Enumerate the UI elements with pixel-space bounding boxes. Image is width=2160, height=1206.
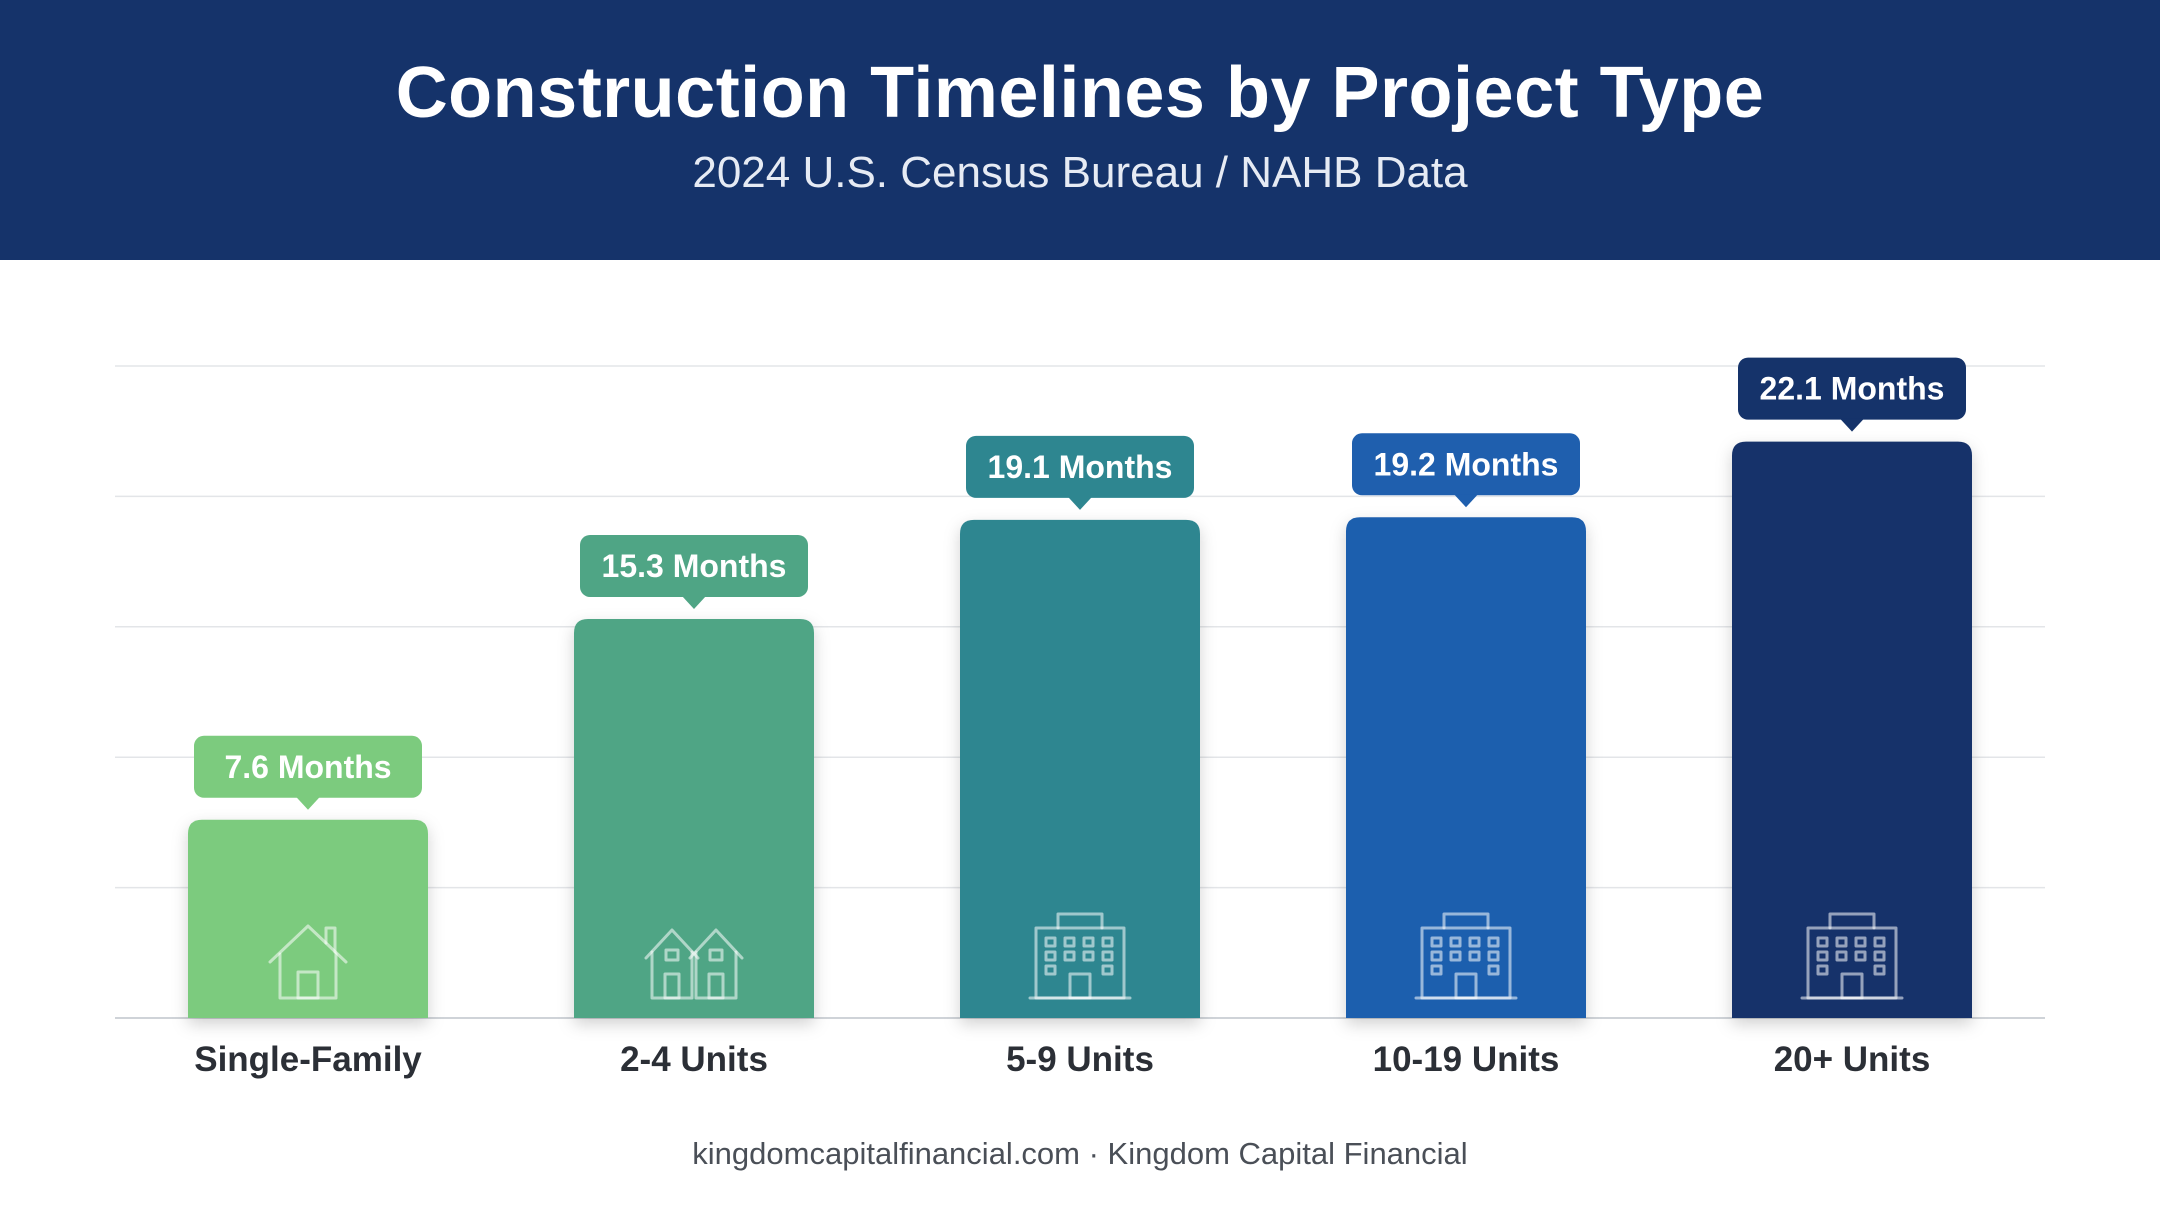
bar	[574, 618, 814, 1018]
bar-group: 15.3 Months 2-4 Units	[574, 534, 814, 1079]
data-label-callout: 19.2 Months	[1352, 433, 1580, 508]
bar-group: 7.6 Months Single-Family	[188, 735, 428, 1079]
bar-chart: 7.6 Months Single-Family 15.3 Months 2-4 Un…	[115, 357, 2045, 1079]
data-label-pointer	[1840, 418, 1864, 432]
data-label-box	[194, 735, 422, 798]
bar	[1346, 517, 1586, 1018]
bar	[1732, 441, 1972, 1018]
bar-group: 19.2 Months 10-19 Units	[1346, 433, 1586, 1079]
bar-group: 19.1 Months 5-9 Units	[960, 435, 1200, 1079]
house-icon	[268, 924, 348, 1000]
data-label-callout: 15.3 Months	[580, 534, 808, 609]
header-banner: Construction Timelines by Project Type 2…	[0, 0, 2160, 260]
x-tick-label: Single-Family	[194, 1040, 422, 1079]
building-icon	[1028, 912, 1132, 1000]
duplex-icon	[644, 928, 744, 1000]
data-label-callout: 19.1 Months	[966, 435, 1194, 510]
x-tick-label: 5-9 Units	[1006, 1040, 1154, 1079]
chart-subtitle: 2024 U.S. Census Bureau / NAHB Data	[692, 148, 1468, 197]
data-label-pointer	[1068, 496, 1092, 510]
data-label-box	[966, 435, 1194, 498]
data-label-box	[580, 534, 808, 597]
x-tick-label: 20+ Units	[1774, 1040, 1931, 1079]
data-label-callout: 7.6 Months	[194, 735, 422, 810]
data-label-pointer	[682, 595, 706, 609]
building-icon	[1800, 912, 1904, 1000]
bar-group: 22.1 Months 20+ Units	[1732, 357, 1972, 1079]
chart-title: Construction Timelines by Project Type	[395, 53, 1765, 133]
bar	[960, 519, 1200, 1018]
x-tick-label: 10-19 Units	[1373, 1040, 1560, 1079]
data-label: 7.6 Months	[224, 749, 391, 785]
data-label: 15.3 Months	[602, 548, 787, 584]
data-label: 19.2 Months	[1374, 446, 1559, 482]
data-label-box	[1738, 357, 1966, 420]
x-tick-label: 2-4 Units	[620, 1040, 768, 1079]
data-label: 22.1 Months	[1760, 371, 1945, 407]
data-label-callout: 22.1 Months	[1738, 357, 1966, 432]
footer-credit: kingdomcapitalfinancial.com · Kingdom Ca…	[692, 1136, 1468, 1171]
building-icon	[1414, 912, 1518, 1000]
data-label-box	[1352, 433, 1580, 496]
data-label: 19.1 Months	[988, 449, 1173, 485]
bar	[188, 819, 428, 1018]
data-label-pointer	[1454, 494, 1478, 508]
data-label-pointer	[296, 796, 320, 810]
